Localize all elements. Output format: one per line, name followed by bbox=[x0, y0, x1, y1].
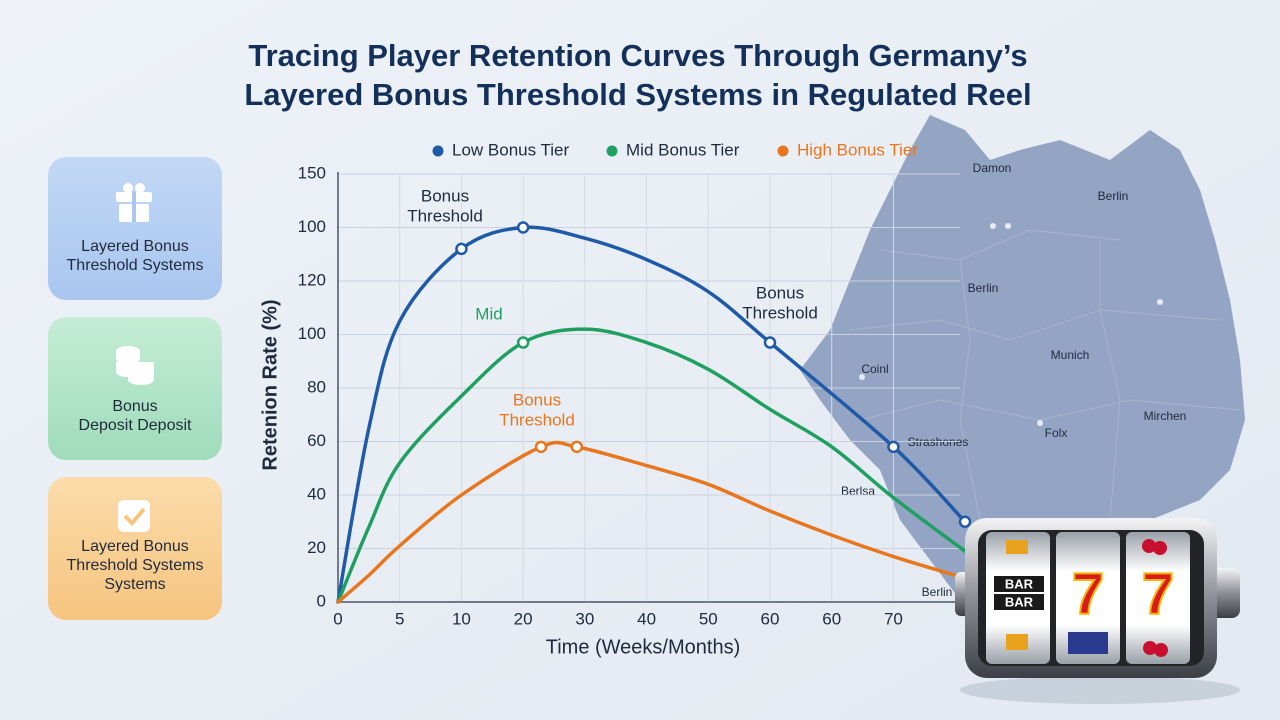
slot-symbol: BAR bbox=[1005, 576, 1034, 591]
map-city bbox=[859, 374, 865, 380]
title-line: Layered Bonus Threshold Systems in Regul… bbox=[244, 77, 1031, 112]
legend-label: Mid Bonus Tier bbox=[626, 140, 740, 159]
card-label: Layered Bonus bbox=[81, 238, 189, 255]
map-label: Folx bbox=[1045, 426, 1068, 440]
annotation: Threshold bbox=[499, 410, 575, 429]
point-marker bbox=[516, 336, 530, 349]
card-label: Systems bbox=[104, 576, 165, 593]
map-label: Munich bbox=[1051, 348, 1090, 362]
legend-swatch bbox=[777, 145, 789, 157]
x-tick-label: 20 bbox=[514, 609, 533, 628]
map-label: Berlin bbox=[922, 585, 953, 599]
card-label: Threshold Systems bbox=[67, 557, 204, 574]
point-marker bbox=[455, 242, 468, 256]
annotation: Threshold bbox=[742, 303, 818, 322]
y-tick-label: 40 bbox=[307, 484, 326, 503]
y-tick-label: 100 bbox=[298, 324, 326, 343]
card bbox=[48, 157, 222, 300]
map-borders bbox=[849, 229, 1241, 521]
map-label: Berlin bbox=[1098, 189, 1129, 203]
map-city bbox=[990, 223, 996, 229]
map-label: Berlsa bbox=[841, 484, 875, 498]
map-city bbox=[1005, 223, 1011, 229]
annotation: Mid bbox=[475, 304, 502, 323]
y-tick-label: 120 bbox=[298, 270, 326, 289]
series-line bbox=[336, 440, 957, 604]
x-tick-label: 0 bbox=[333, 609, 342, 628]
y-tick-label: 60 bbox=[307, 431, 326, 450]
legend-label: Low Bonus Tier bbox=[452, 140, 570, 159]
x-tick-label: 30 bbox=[575, 609, 594, 628]
annotation: Bonus bbox=[421, 186, 469, 205]
map-label: Damon bbox=[973, 161, 1012, 175]
card-label: Bonus bbox=[112, 398, 157, 415]
point-marker bbox=[887, 440, 900, 454]
card-label: Threshold Systems bbox=[67, 257, 204, 274]
x-tick-label: 50 bbox=[699, 609, 718, 628]
card bbox=[48, 317, 222, 460]
x-tick-label: 70 bbox=[884, 609, 903, 628]
map-label: Strashones bbox=[908, 435, 969, 449]
series-line bbox=[336, 327, 967, 604]
slot-symbol: 7 bbox=[1072, 561, 1104, 626]
card-label: Deposit Deposit bbox=[79, 417, 193, 434]
annotation: Bonus bbox=[513, 390, 561, 409]
map-label: Mirchen bbox=[1144, 409, 1187, 423]
gift-icon bbox=[116, 183, 152, 222]
y-tick-label: 20 bbox=[307, 538, 326, 557]
card-label: Layered Bonus bbox=[81, 538, 189, 555]
slot-machine bbox=[955, 518, 1240, 704]
y-axis-label: Retenion Rate (%) bbox=[259, 299, 281, 470]
point-marker bbox=[570, 440, 584, 454]
point-marker bbox=[958, 515, 972, 528]
coins-icon bbox=[116, 346, 154, 385]
x-tick-label: 5 bbox=[395, 609, 404, 628]
card bbox=[48, 477, 222, 620]
y-tick-label: 100 bbox=[298, 217, 326, 236]
point-marker bbox=[516, 221, 530, 234]
x-tick-label: 10 bbox=[452, 609, 471, 628]
slot-symbol: BAR bbox=[1005, 594, 1034, 609]
annotation: Bonus bbox=[756, 283, 804, 302]
legend-swatch bbox=[606, 145, 618, 157]
point-marker bbox=[534, 440, 548, 454]
slot-symbol: 7 bbox=[1142, 561, 1174, 626]
y-tick-label: 0 bbox=[317, 591, 326, 610]
y-tick-label: 150 bbox=[298, 163, 326, 182]
map-city bbox=[1157, 299, 1163, 305]
legend-label: High Bonus Tier bbox=[797, 140, 918, 159]
series-line bbox=[336, 225, 967, 604]
map-city bbox=[1037, 420, 1043, 426]
check-icon bbox=[118, 500, 150, 532]
point-marker bbox=[763, 336, 777, 349]
x-axis-label: Time (Weeks/Months) bbox=[546, 636, 740, 658]
legend-swatch bbox=[432, 145, 444, 157]
germany-map bbox=[800, 115, 1245, 600]
map-label: Berlin bbox=[968, 281, 999, 295]
y-tick-label: 80 bbox=[307, 377, 326, 396]
title-line: Tracing Player Retention Curves Through … bbox=[248, 38, 1027, 73]
x-tick-label: 60 bbox=[761, 609, 780, 628]
map-label: Coinl bbox=[861, 362, 888, 376]
x-tick-label: 40 bbox=[637, 609, 656, 628]
x-tick-label: 60 bbox=[822, 609, 841, 628]
annotation: Threshold bbox=[407, 206, 483, 225]
